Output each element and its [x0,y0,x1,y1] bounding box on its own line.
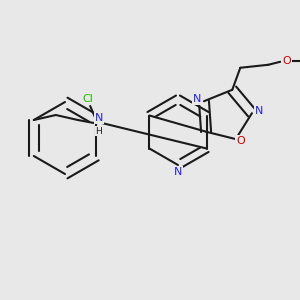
Text: N: N [255,106,263,116]
Text: N: N [174,167,182,177]
Text: H: H [95,127,102,136]
Text: N: N [94,113,103,123]
Text: N: N [193,94,201,104]
Text: Cl: Cl [83,94,94,104]
Text: O: O [282,56,291,66]
Text: O: O [236,136,245,146]
